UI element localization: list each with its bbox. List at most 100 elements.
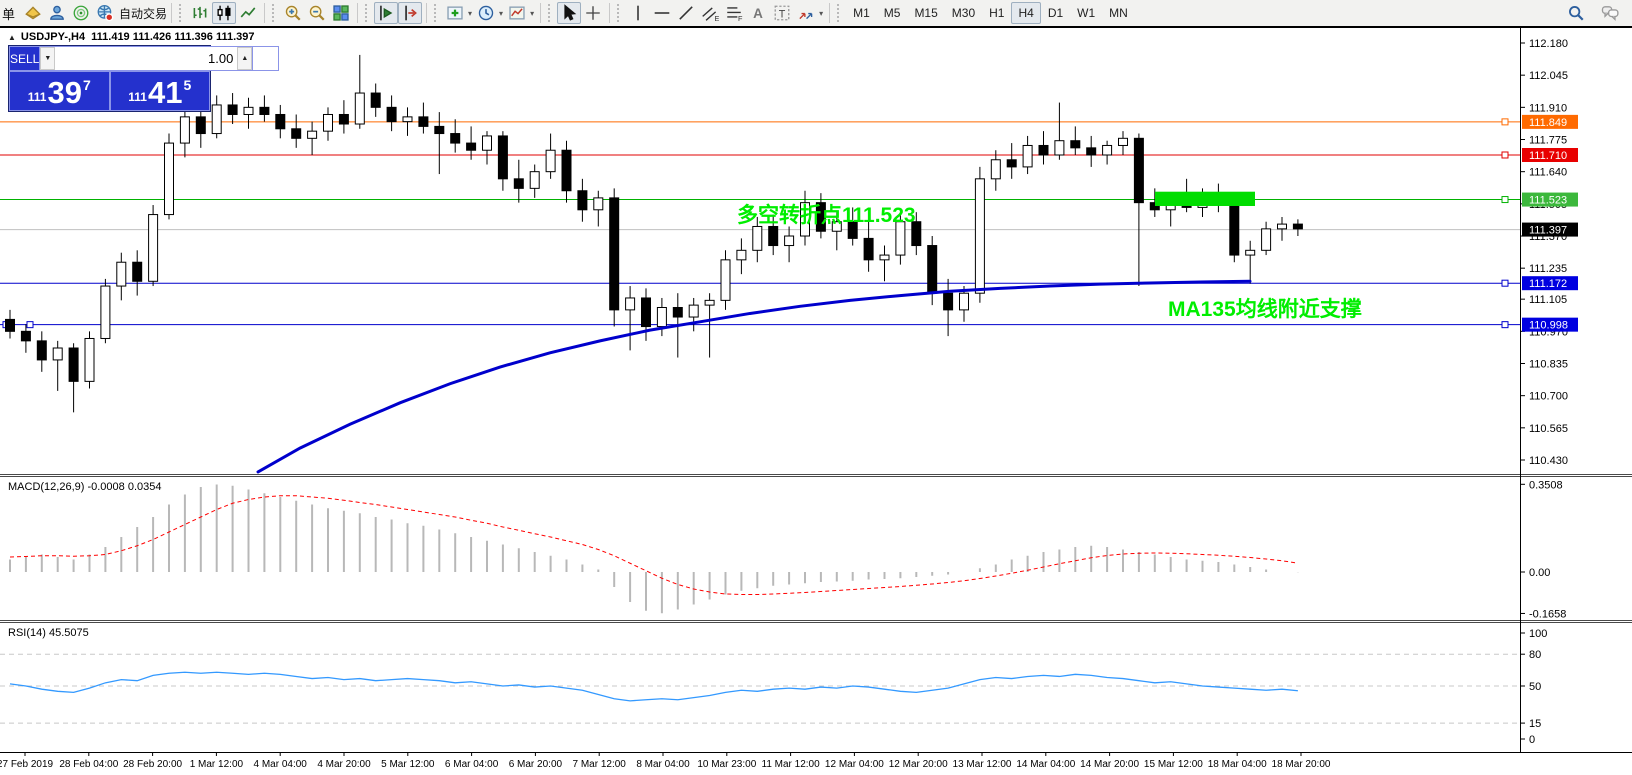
toolbar-grip: [617, 4, 623, 22]
svg-text:50: 50: [1529, 681, 1541, 693]
timeframe-m1-button[interactable]: M1: [853, 6, 870, 20]
search-button[interactable]: [1564, 2, 1588, 24]
arrows-icon: [797, 4, 815, 22]
bar-chart-button[interactable]: [188, 2, 212, 24]
timeframe-m5-button[interactable]: M5: [883, 6, 901, 20]
signals-icon: [72, 4, 90, 22]
svg-text:80: 80: [1529, 649, 1541, 661]
svg-text:0.3508: 0.3508: [1529, 479, 1563, 491]
highlight-rect[interactable]: [1155, 191, 1255, 206]
chat-button[interactable]: [1598, 2, 1622, 24]
svg-text:111.172: 111.172: [1529, 278, 1567, 290]
svg-text:14 Mar 20:00: 14 Mar 20:00: [1080, 759, 1139, 770]
toolbar-separator: [171, 3, 173, 23]
timeframe-mn-button[interactable]: MN: [1109, 6, 1128, 20]
candlestick-button[interactable]: [212, 2, 237, 24]
dropdown-arrow-icon[interactable]: ▾: [819, 8, 824, 18]
sell-price-sup: 7: [82, 77, 91, 93]
autoscroll-button[interactable]: [374, 2, 399, 24]
crosshair-icon: [584, 4, 602, 22]
toolbar-separator: [829, 3, 831, 23]
templates-icon: [508, 4, 526, 22]
sell-price-big: 39: [47, 75, 82, 111]
toolbar-separator: [426, 3, 428, 23]
profile-button[interactable]: [45, 2, 69, 24]
timeframe-m30-button[interactable]: M30: [951, 6, 976, 20]
autotrade-label[interactable]: 自动交易: [119, 6, 168, 21]
collapse-panel-icon[interactable]: ▲: [8, 33, 16, 42]
tile-windows-icon: [332, 4, 350, 22]
chart-title: USDJPY-,H4: [20, 31, 86, 43]
arrows-button[interactable]: [794, 2, 818, 24]
periods-button[interactable]: [474, 2, 498, 24]
svg-text:13 Mar 12:00: 13 Mar 12:00: [953, 759, 1012, 770]
horizontal-line-button[interactable]: [650, 2, 674, 24]
cursor-button[interactable]: [557, 2, 582, 24]
svg-text:111.849: 111.849: [1529, 117, 1567, 129]
svg-text:110.998: 110.998: [1529, 320, 1568, 332]
svg-text:111.235: 111.235: [1529, 263, 1567, 275]
svg-text:111.523: 111.523: [1529, 195, 1567, 207]
cursor-icon: [560, 4, 578, 22]
zoom-in-button[interactable]: [281, 2, 305, 24]
buy-button[interactable]: BUY: [253, 46, 280, 71]
autotrade-button[interactable]: [93, 2, 117, 24]
toolbar-separator: [609, 3, 611, 23]
periods-icon: [477, 4, 495, 22]
text-label-button[interactable]: T: [770, 2, 794, 24]
fibonacci-icon: F: [725, 4, 743, 22]
vertical-line-button[interactable]: [626, 2, 650, 24]
macd-label: MACD(12,26,9) -0.0008 0.0354: [8, 481, 161, 493]
search-icon: [1567, 4, 1585, 22]
trendline-button[interactable]: [674, 2, 698, 24]
price-axis[interactable]: 112.180 112.045 111.910 111.775 111.640 111.5…: [1520, 38, 1568, 467]
svg-text:112.180: 112.180: [1529, 38, 1568, 50]
timeframe-w1-button[interactable]: W1: [1077, 6, 1096, 20]
dropdown-arrow-icon[interactable]: ▾: [530, 8, 535, 18]
templates-button[interactable]: [505, 2, 529, 24]
svg-text:0: 0: [1529, 734, 1535, 746]
volume-increase-button[interactable]: ▲: [237, 47, 253, 70]
svg-text:-0.1658: -0.1658: [1529, 608, 1566, 620]
indicators-button[interactable]: [443, 2, 467, 24]
svg-text:T: T: [779, 8, 786, 20]
svg-text:14 Mar 04:00: 14 Mar 04:00: [1016, 759, 1075, 770]
bar-chart-icon: [191, 4, 209, 22]
svg-text:100: 100: [1529, 628, 1547, 640]
chart-shift-button[interactable]: [398, 2, 423, 24]
line-chart-button[interactable]: [236, 2, 260, 24]
buy-price[interactable]: 111 41 5: [109, 71, 210, 111]
dropdown-arrow-icon[interactable]: ▾: [468, 8, 473, 18]
tile-windows-button[interactable]: [329, 2, 353, 24]
time-axis[interactable]: 27 Feb 2019 28 Feb 04:00 28 Feb 20:00 1 Mar…: [0, 752, 1331, 770]
volume-input[interactable]: [55, 47, 238, 70]
text-button[interactable]: A: [746, 2, 770, 24]
svg-text:4 Mar 20:00: 4 Mar 20:00: [317, 759, 371, 770]
timeframe-h4-button[interactable]: H4: [1011, 2, 1041, 24]
panel-borders: [0, 27, 1632, 753]
timeframe-h1-button[interactable]: H1: [989, 6, 1005, 20]
svg-text:18 Mar 04:00: 18 Mar 04:00: [1208, 759, 1267, 770]
fibonacci-button[interactable]: F: [722, 2, 746, 24]
text-label-icon: T: [773, 4, 791, 22]
volume-decrease-button[interactable]: ▼: [40, 47, 56, 70]
dropdown-arrow-icon[interactable]: ▾: [499, 8, 504, 18]
toolbar-grip: [272, 4, 278, 22]
svg-text:27 Feb 2019: 27 Feb 2019: [0, 759, 54, 770]
equidistant-channel-button[interactable]: E: [698, 2, 722, 24]
zoom-out-button[interactable]: [305, 2, 329, 24]
timeframe-m15-button[interactable]: M15: [914, 6, 938, 20]
sell-button[interactable]: SELL: [9, 46, 40, 71]
signals-button[interactable]: [69, 2, 93, 24]
svg-text:12 Mar 04:00: 12 Mar 04:00: [825, 759, 884, 770]
new-order-button[interactable]: [21, 2, 45, 24]
candles-layer: [5, 54, 1303, 413]
crosshair-button[interactable]: [581, 2, 605, 24]
ma135-line: [256, 279, 1252, 474]
svg-text:6 Mar 04:00: 6 Mar 04:00: [445, 759, 499, 770]
sell-price[interactable]: 111 39 7: [9, 71, 110, 111]
timeframe-d1-button[interactable]: D1: [1047, 6, 1064, 20]
macd-panel: MACD(12,26,9) -0.0008 0.0354 0.3508 0.00 -0…: [8, 479, 1566, 620]
toolbar-left-label: 单: [2, 6, 16, 22]
